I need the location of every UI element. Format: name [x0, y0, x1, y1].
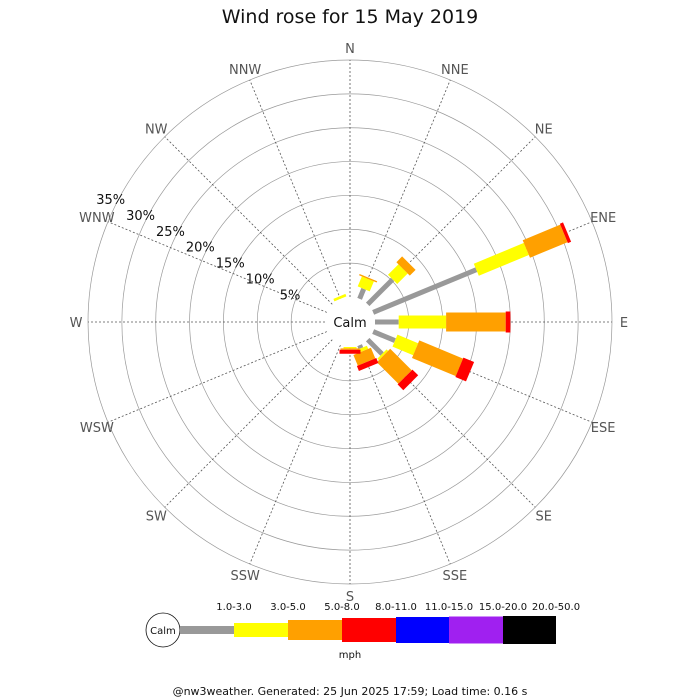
- bar-nne-bin-3: [359, 274, 378, 283]
- spoke-nnw: [249, 79, 341, 300]
- calm-layer: Calm: [325, 297, 375, 347]
- bar-nne-bin-1: [357, 287, 366, 300]
- bar-s-bin-3: [340, 348, 360, 350]
- ring-label: 30%: [126, 209, 155, 224]
- bar-e-bin-2: [398, 315, 447, 329]
- legend-label-5: 11.0-15.0: [425, 602, 473, 613]
- legend-swatch-1: [180, 626, 234, 634]
- legend-label-4: 8.0-11.0: [375, 602, 417, 613]
- bar-sse-bin-3: [353, 347, 376, 366]
- labels-layer: N NNE NE ENE E ESE SE SSE S SSW SW WSW W WNW NW NNW 5% 10…: [70, 42, 629, 605]
- legend-swatch-3: [288, 620, 342, 640]
- direction-label-w: W: [70, 316, 83, 331]
- bar-e-bin-4: [505, 311, 511, 333]
- spoke-se: [367, 339, 536, 508]
- grid-ring-6: [121, 93, 579, 551]
- bar-se-bin-4: [397, 369, 419, 391]
- bar-nnw-bin-2: [333, 293, 347, 302]
- direction-label-e: E: [620, 316, 628, 331]
- legend-swatch-5: [396, 617, 449, 643]
- ring-label: 15%: [216, 257, 245, 272]
- legend-label-2: 3.0-5.0: [270, 602, 305, 613]
- calm-circle: [325, 297, 375, 347]
- spoke-wnw: [107, 221, 328, 313]
- bar-ene-bin-3: [522, 224, 568, 258]
- legend-unit-label: mph: [339, 650, 361, 661]
- direction-label-sse: SSE: [442, 569, 467, 584]
- legend-swatch-6: [449, 616, 503, 644]
- legend-label-3: 5.0-8.0: [324, 602, 359, 613]
- ring-label: 5%: [280, 288, 301, 303]
- direction-label-n: N: [345, 42, 355, 57]
- ring-label: 20%: [186, 241, 215, 256]
- bars-layer: [333, 222, 572, 391]
- direction-label-wnw: WNW: [79, 211, 115, 226]
- bar-e-bin-3: [446, 312, 506, 332]
- spoke-sw: [164, 339, 333, 508]
- bar-se-bin-1: [365, 337, 384, 356]
- grid-ring-4: [189, 161, 511, 483]
- legend-swatch-7: [503, 616, 556, 644]
- spoke-nw: [164, 136, 333, 305]
- calm-label: Calm: [333, 316, 366, 331]
- footer-text: @nw3weather. Generated: 25 Jun 2025 17:5…: [172, 685, 528, 698]
- bar-ne-bin-2: [388, 264, 408, 284]
- spoke-sse: [359, 344, 451, 565]
- bar-se-bin-2: [377, 349, 389, 361]
- direction-label-se: SE: [536, 510, 552, 525]
- bar-ese-bin-1: [372, 329, 396, 343]
- bar-sse-bin-1: [357, 344, 364, 350]
- bar-ese-bin-2: [392, 334, 419, 356]
- spoke-ssw: [249, 344, 341, 565]
- bar-ene-bin-2: [473, 242, 529, 276]
- bar-ese-bin-3: [412, 340, 464, 377]
- legend-label-7: 20.0-50.0: [532, 602, 580, 613]
- bar-s-bin-2: [343, 347, 357, 349]
- direction-label-ne: NE: [535, 122, 553, 137]
- bar-sse-bin-4: [356, 358, 379, 371]
- direction-label-s: S: [346, 590, 354, 605]
- spoke-nne: [359, 79, 451, 300]
- direction-label-nw: NW: [145, 122, 168, 137]
- direction-label-ese: ESE: [591, 421, 616, 436]
- legend-label-6: 15.0-20.0: [479, 602, 527, 613]
- ring-label: 35%: [96, 193, 125, 208]
- spoke-ne: [367, 136, 536, 305]
- direction-label-nne: NNE: [441, 63, 469, 78]
- ring-label: 10%: [246, 272, 275, 287]
- bar-se-bin-3: [376, 348, 412, 384]
- direction-label-wsw: WSW: [80, 421, 114, 436]
- direction-label-nnw: NNW: [229, 63, 261, 78]
- grid-layer: [87, 59, 613, 585]
- ring-label: 25%: [156, 225, 185, 240]
- legend: Calm 1.0-3.0 3.0-5.0 5.0-8.0 8.0-11.0 11.0-15…: [145, 602, 580, 661]
- legend-calm-label: Calm: [150, 626, 176, 637]
- direction-label-sw: SW: [146, 510, 167, 525]
- bar-ene-bin-1: [372, 267, 478, 315]
- bar-s-bin-4: [339, 349, 361, 354]
- legend-label-1: 1.0-3.0: [216, 602, 251, 613]
- direction-label-ene: ENE: [590, 211, 616, 226]
- bar-ne-bin-3: [396, 256, 416, 276]
- bar-e-bin-1: [375, 319, 399, 325]
- bar-ne-bin-1: [365, 277, 395, 307]
- bar-ene-bin-4: [559, 222, 572, 244]
- chart-title: Wind rose for 15 May 2019: [221, 6, 479, 28]
- legend-swatch-4: [342, 618, 396, 642]
- bar-nne-bin-2: [357, 276, 374, 292]
- legend-swatch-2: [234, 623, 288, 637]
- spoke-wsw: [107, 331, 328, 423]
- bar-ese-bin-4: [455, 357, 475, 382]
- spoke-ese: [372, 331, 593, 423]
- direction-label-ssw: SSW: [230, 569, 260, 584]
